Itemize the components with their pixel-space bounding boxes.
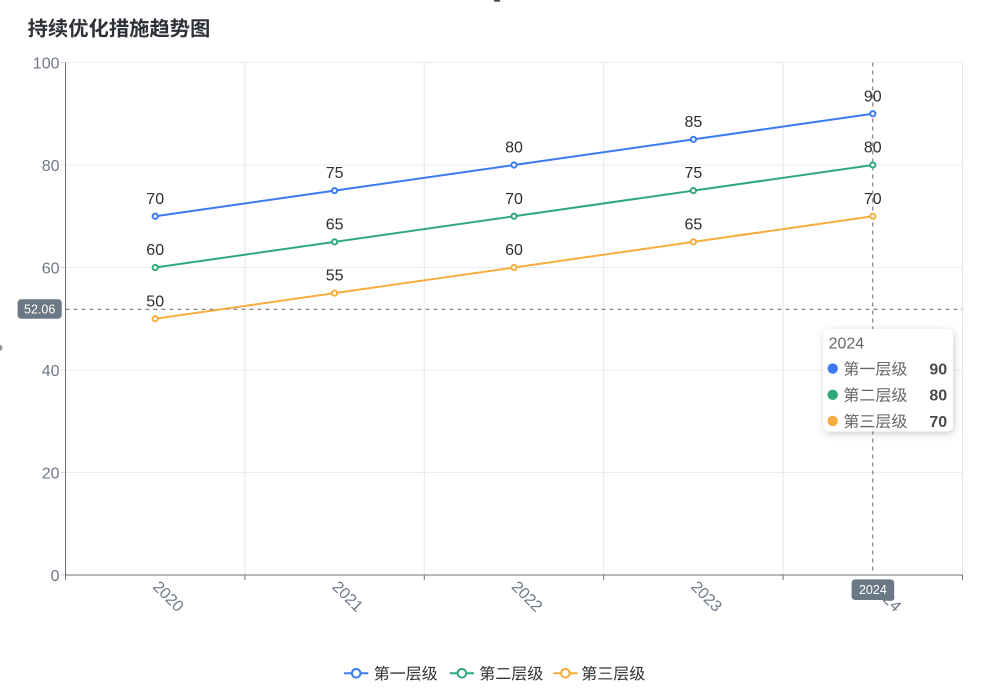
svg-text:70: 70: [864, 191, 882, 208]
svg-text:70: 70: [146, 191, 164, 208]
svg-text:50: 50: [146, 293, 164, 310]
svg-text:65: 65: [326, 217, 344, 234]
svg-text:2024: 2024: [859, 583, 887, 597]
svg-text:40: 40: [42, 363, 60, 380]
svg-text:55: 55: [326, 268, 344, 285]
svg-text:52.06: 52.06: [24, 302, 55, 316]
svg-text:70: 70: [929, 414, 947, 431]
svg-text:80: 80: [505, 140, 523, 157]
svg-text:90: 90: [864, 88, 882, 105]
svg-text:2024: 2024: [829, 335, 865, 352]
svg-text:100: 100: [33, 55, 60, 72]
svg-text:80: 80: [42, 158, 60, 175]
svg-text:75: 75: [326, 165, 344, 182]
svg-text:60: 60: [146, 242, 164, 259]
svg-text:0: 0: [51, 568, 60, 585]
svg-text:85: 85: [685, 114, 703, 131]
svg-text:80: 80: [864, 140, 882, 157]
svg-text:60: 60: [505, 242, 523, 259]
svg-text:20: 20: [42, 465, 60, 482]
svg-text:65: 65: [685, 217, 703, 234]
svg-text:70: 70: [505, 191, 523, 208]
svg-text:60: 60: [42, 260, 60, 277]
svg-text:80: 80: [929, 388, 947, 405]
svg-text:90: 90: [929, 362, 947, 379]
svg-text:75: 75: [685, 165, 703, 182]
